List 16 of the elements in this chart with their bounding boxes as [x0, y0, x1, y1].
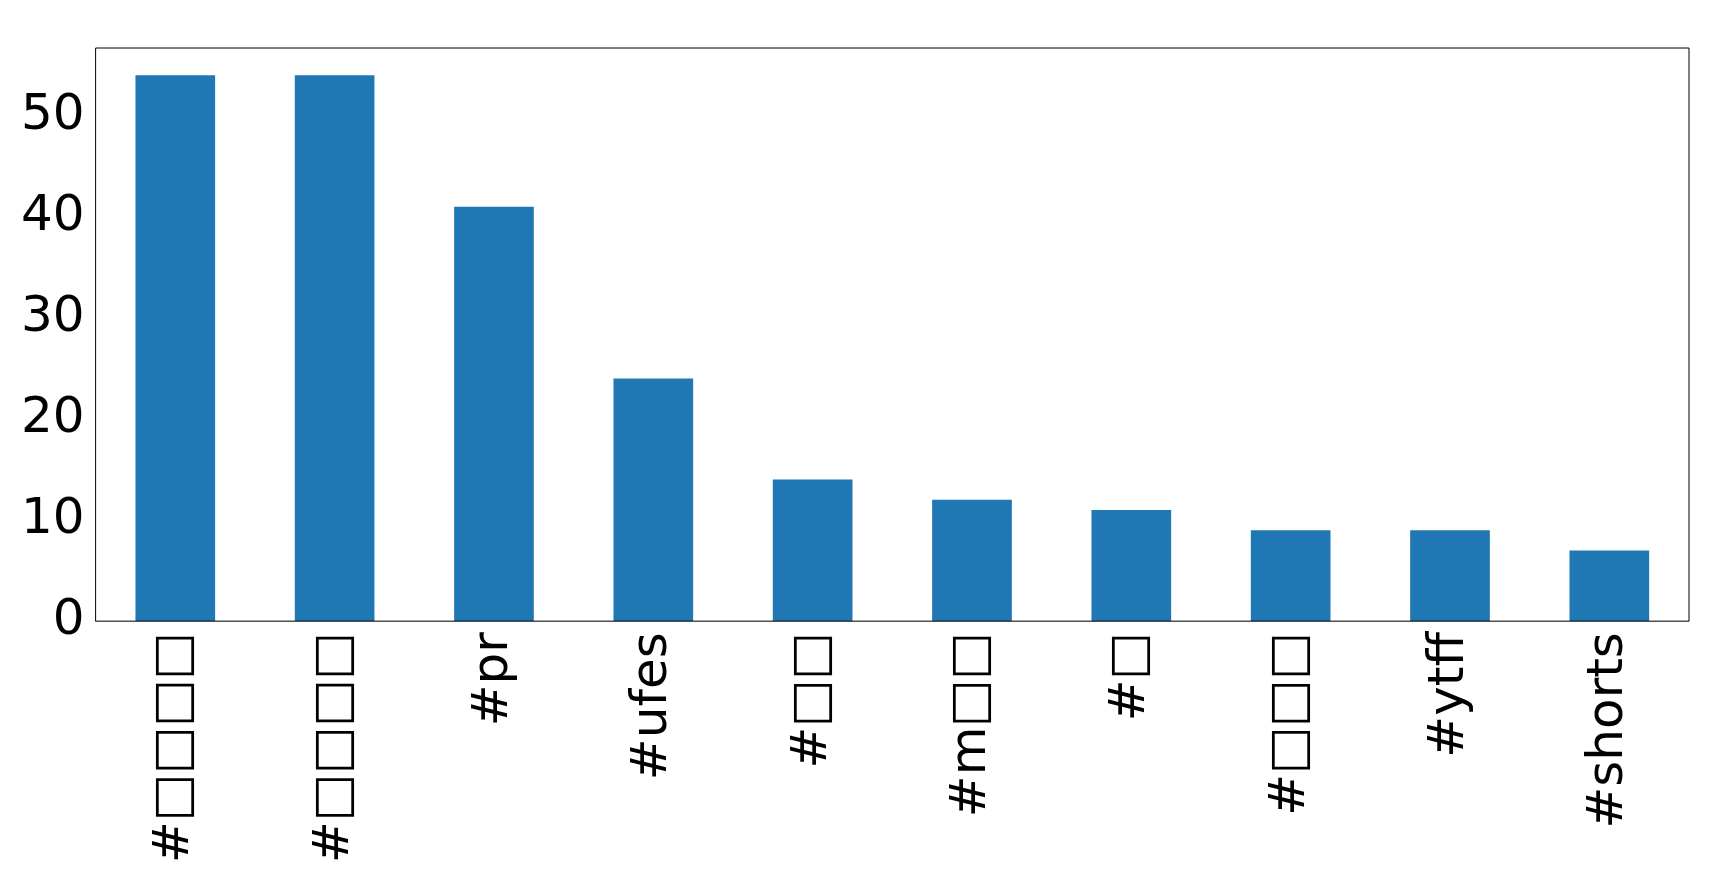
- x-tick-label: #□□□□: [142, 632, 201, 863]
- y-tick-label: 40: [21, 183, 85, 242]
- x-tick-label: #ytff: [1416, 630, 1475, 758]
- y-tick-label: 10: [21, 487, 85, 546]
- x-tick-label: #□□□: [1257, 632, 1316, 816]
- y-tick-label: 30: [21, 284, 85, 343]
- x-tick-label: #ufes: [620, 632, 679, 781]
- x-tick-label: #□□□□: [301, 632, 360, 863]
- x-tick-label: #shorts: [1576, 632, 1635, 829]
- x-tick-label: #m□□: [938, 632, 997, 818]
- x-tick-label: #□□: [779, 632, 838, 769]
- y-tick-label: 50: [21, 82, 85, 141]
- x-tick-label: #□: [1098, 632, 1157, 722]
- y-tick-label: 0: [52, 588, 85, 647]
- x-tick-label: #pr: [460, 631, 519, 727]
- y-tick-label: 20: [21, 385, 85, 444]
